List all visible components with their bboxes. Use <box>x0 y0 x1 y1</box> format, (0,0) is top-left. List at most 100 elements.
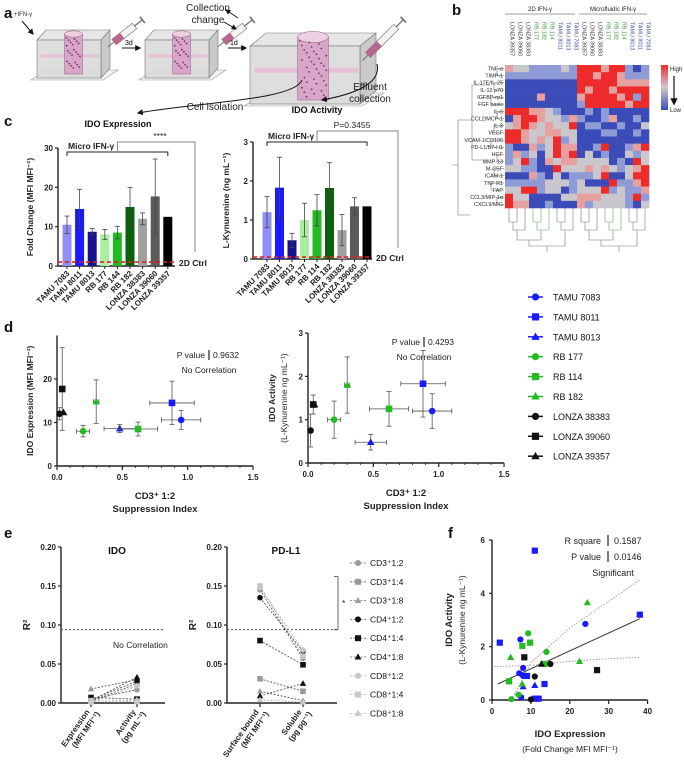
data-point-rb-182 <box>343 356 352 414</box>
y-tick-label: 6 <box>481 536 486 545</box>
heatmap-cell <box>529 122 538 130</box>
heatmap-cell <box>545 179 554 187</box>
y-tick-label: 0.00 <box>206 699 222 708</box>
heatmap-cell <box>537 79 546 87</box>
y-tick-label: 0.15 <box>40 582 56 591</box>
heatmap-cell <box>625 186 634 194</box>
series-line <box>259 640 304 666</box>
heatmap-cell <box>529 72 538 80</box>
heatmap-cell <box>609 65 618 73</box>
heatmap-cell <box>601 157 610 166</box>
legend-label: CD3⁺1:2 <box>370 558 404 568</box>
heatmap-cell <box>593 143 602 152</box>
heatmap-cell <box>585 143 594 152</box>
heatmap-row-label: IGFBP-rp1 <box>477 95 503 101</box>
heatmap-cell <box>561 172 570 180</box>
cell-dot <box>303 76 306 79</box>
heatmap-cell <box>537 150 546 159</box>
bar <box>350 206 359 259</box>
cell-dot <box>72 67 75 69</box>
heatmap-cell <box>537 179 546 187</box>
row-dendrogram-branch <box>496 154 504 162</box>
heatmap-cell <box>593 150 602 159</box>
column-dendrogram-branch <box>604 208 622 231</box>
heatmap-cell <box>553 79 562 87</box>
heatmap-cell <box>545 86 554 94</box>
cell-dot <box>325 69 328 72</box>
heatmap-cell <box>601 86 610 94</box>
legend-label: TAMU 7083 <box>553 293 600 303</box>
square-marker <box>541 680 548 688</box>
heatmap-cell <box>513 79 522 87</box>
cell-dot <box>322 94 325 97</box>
heatmap-cell <box>609 129 618 137</box>
legend-label: TAMU 8013 <box>553 332 600 342</box>
triangle-icon <box>531 332 540 340</box>
heatmap-cell <box>601 72 610 80</box>
heatmap-cell <box>633 143 642 152</box>
heatmap-cell <box>625 129 634 137</box>
legend-label: RB 182 <box>553 392 583 402</box>
bar <box>100 234 110 266</box>
heatmap-cell <box>513 157 522 166</box>
x-axis-label: CD3⁺ 1:2 <box>135 491 175 502</box>
heatmap-cell <box>585 115 594 123</box>
square-marker <box>385 405 393 413</box>
heatmap-cell <box>609 100 618 109</box>
row-dendrogram-branch <box>493 82 504 91</box>
bar <box>125 207 135 266</box>
heatmap-cell <box>601 193 610 202</box>
square-marker <box>134 425 142 433</box>
y-tick-label: 0.10 <box>40 621 56 630</box>
effluent-collection-label: Effluent <box>353 82 387 93</box>
heatmap-cell <box>513 165 522 173</box>
heatmap-cell <box>609 193 618 202</box>
y-tick-label: 0 <box>481 696 486 705</box>
heatmap-cell <box>529 143 538 152</box>
p-value: 0.0146 <box>614 552 642 562</box>
heatmap-cell <box>609 86 618 94</box>
data-point-tamu-8011 <box>400 350 446 418</box>
heatmap-cell <box>593 179 602 187</box>
square-marker <box>257 637 263 644</box>
series-line <box>259 699 304 703</box>
cell-dot <box>187 55 189 58</box>
heatmap-cell <box>529 186 538 194</box>
heatmap-cell <box>609 150 618 159</box>
heatmap-cell <box>625 136 634 144</box>
heatmap-cell <box>601 172 610 180</box>
heatmap-column-label: RB 114 <box>621 22 627 40</box>
square-icon <box>531 432 540 440</box>
data-point-tamu-8013 <box>354 434 387 451</box>
series-CD8⁺1:8 <box>87 696 141 704</box>
chart-title: IDO Expression <box>84 119 151 129</box>
panel-label-d: d <box>4 319 13 336</box>
heatmap-cell <box>617 165 626 173</box>
column-dendrogram-branch <box>532 208 550 231</box>
heatmap-column-label: RB 177 <box>605 22 611 40</box>
cell-dot <box>315 68 318 70</box>
legend-label: LONZA 39060 <box>553 432 610 442</box>
y-tick-label: 2 <box>244 177 249 186</box>
legend-item: RB 177 <box>528 352 583 362</box>
heatmap-cell <box>529 179 538 187</box>
heatmap-cell <box>529 107 538 116</box>
row-dendrogram-branch <box>490 96 504 105</box>
triangle-marker <box>507 653 515 660</box>
panel-label-b: b <box>452 2 461 19</box>
y-axis-label: IDO Expression (MFI MFI⁻¹) <box>25 345 35 455</box>
heatmap-cell <box>641 136 650 144</box>
heatmap-cell <box>553 136 562 144</box>
plunger-cap <box>399 16 407 24</box>
scale-high-label: High <box>670 67 682 73</box>
square-marker <box>593 667 601 674</box>
heatmap-cell <box>609 72 618 80</box>
heatmap-cell <box>593 165 602 173</box>
heatmap-cell <box>529 157 538 166</box>
y-axis-label: L-Kynurenine (ng mL⁻¹) <box>221 153 231 249</box>
legend-item: CD8⁺1:8 <box>350 708 404 718</box>
circle-marker <box>582 620 589 628</box>
heatmap-cell <box>537 72 546 80</box>
